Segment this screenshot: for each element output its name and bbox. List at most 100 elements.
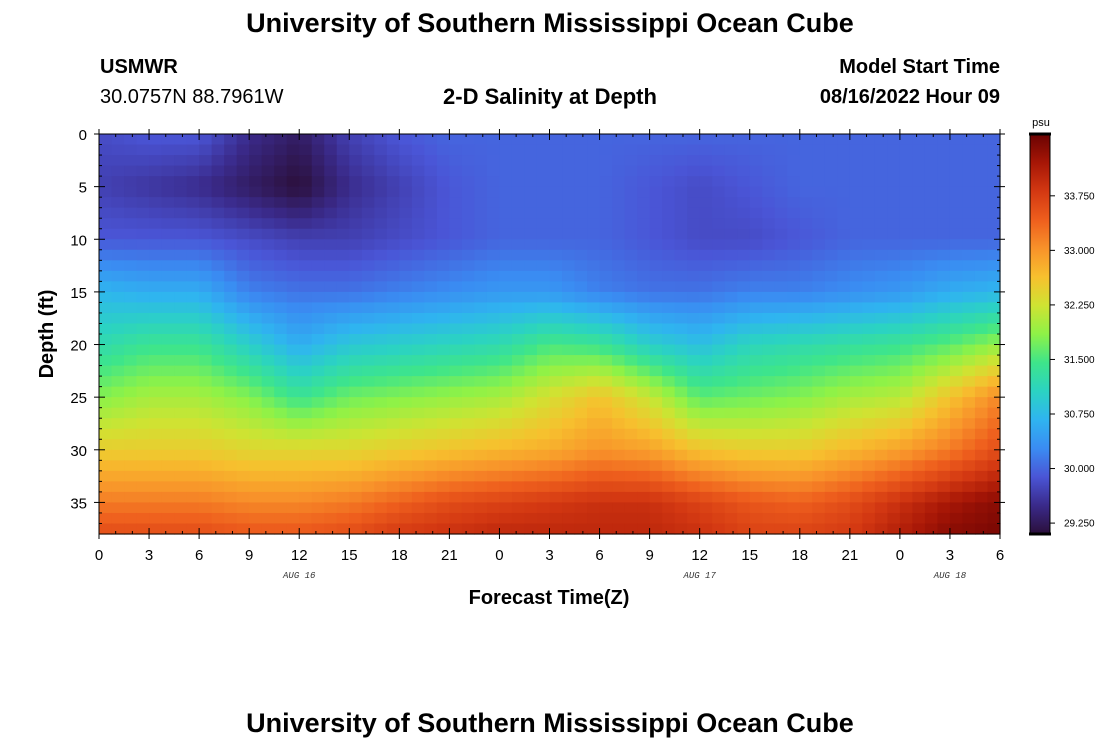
heatmap-cell [974, 302, 989, 314]
heatmap-cell [286, 228, 300, 240]
heatmap-cell [799, 418, 813, 430]
heatmap-cell [612, 218, 626, 230]
heatmap-cell [987, 344, 1001, 356]
heatmap-cell [311, 470, 325, 482]
heatmap-cell [987, 365, 1001, 377]
heatmap-cell [862, 207, 876, 219]
heatmap-cell [724, 439, 738, 451]
heatmap-cell [224, 428, 238, 440]
heatmap-cell [949, 155, 964, 167]
heatmap-cell [149, 270, 163, 282]
heatmap-cell [624, 144, 638, 156]
heatmap-cell [361, 176, 375, 188]
heatmap-cell [712, 428, 726, 440]
heatmap-cell [399, 449, 413, 461]
heatmap-cell [486, 218, 501, 230]
heatmap-cell [136, 134, 150, 146]
heatmap-cell [399, 228, 413, 240]
heatmap-cell [924, 397, 939, 409]
heatmap-cell [712, 144, 726, 156]
heatmap-cell [99, 281, 113, 293]
heatmap-cell [186, 439, 200, 451]
heatmap-cell [749, 355, 763, 367]
heatmap-cell [687, 460, 701, 472]
heatmap-cell [737, 312, 751, 325]
heatmap-cell [124, 334, 138, 346]
heatmap-cell [549, 376, 563, 388]
heatmap-cell [236, 512, 250, 525]
heatmap-cell [749, 134, 763, 146]
heatmap-cell [799, 207, 813, 219]
heatmap-cell [336, 270, 350, 282]
heatmap-cell [374, 165, 388, 177]
heatmap-cell [336, 386, 350, 398]
heatmap-cell [774, 155, 788, 167]
heatmap-cell [587, 386, 601, 398]
heatmap-cell [712, 502, 726, 514]
heatmap-cell [874, 470, 888, 482]
heatmap-cell [486, 176, 501, 188]
heatmap-cell [662, 134, 676, 146]
heatmap-cell [349, 323, 363, 335]
heatmap-cell [374, 512, 388, 525]
heatmap-cell [311, 260, 325, 272]
heatmap-cell [274, 481, 288, 493]
heatmap-cell [336, 439, 350, 451]
heatmap-cell [612, 449, 626, 461]
heatmap-cell [349, 523, 363, 535]
heatmap-cell [737, 260, 751, 272]
heatmap-cell [624, 407, 638, 419]
heatmap-cell [374, 176, 388, 188]
heatmap-cell [324, 481, 338, 493]
heatmap-cell [887, 470, 901, 482]
heatmap-cell [199, 302, 213, 314]
heatmap-cell [286, 512, 300, 525]
heatmap-cell [599, 334, 613, 346]
heatmap-cell [549, 270, 563, 282]
heatmap-cell [974, 144, 989, 156]
heatmap-cell [662, 460, 676, 472]
heatmap-cell [186, 186, 200, 198]
heatmap-cell [324, 302, 338, 314]
heatmap-cell [574, 144, 588, 156]
heatmap-cell [99, 218, 113, 230]
heatmap-cell [962, 523, 976, 535]
heatmap-cell [461, 186, 476, 198]
heatmap-cell [562, 281, 576, 293]
heatmap-cell [749, 449, 763, 461]
heatmap-cell [874, 302, 888, 314]
heatmap-cell [336, 481, 350, 493]
heatmap-cell [924, 218, 939, 230]
heatmap-cell [824, 144, 838, 156]
heatmap-cell [249, 449, 263, 461]
heatmap-cell [899, 386, 913, 398]
heatmap-cell [411, 186, 425, 198]
heatmap-cell [524, 502, 538, 514]
heatmap-cell [124, 470, 138, 482]
heatmap-cell [924, 239, 939, 251]
heatmap-cell [286, 207, 300, 219]
heatmap-cell [687, 270, 701, 282]
heatmap-cell [274, 239, 288, 251]
heatmap-cell [424, 439, 438, 451]
heatmap-cell [511, 312, 526, 325]
heatmap-cell [974, 523, 989, 535]
heatmap-cell [299, 312, 313, 325]
heatmap-cell [299, 155, 313, 167]
heatmap-cell [499, 186, 513, 198]
heatmap-cell [587, 460, 601, 472]
heatmap-cell [361, 260, 375, 272]
heatmap-cell [399, 386, 413, 398]
heatmap-cell [111, 481, 125, 493]
heatmap-cell [562, 491, 576, 504]
heatmap-cell [186, 228, 200, 240]
heatmap-cell [536, 155, 551, 167]
heatmap-cell [624, 523, 638, 535]
heatmap-cell [774, 144, 788, 156]
heatmap-cell [987, 176, 1001, 188]
heatmap-cell [436, 428, 450, 440]
heatmap-cell [149, 334, 163, 346]
heatmap-cell [486, 376, 501, 388]
heatmap-cell [787, 165, 801, 177]
heatmap-cell [424, 291, 438, 304]
